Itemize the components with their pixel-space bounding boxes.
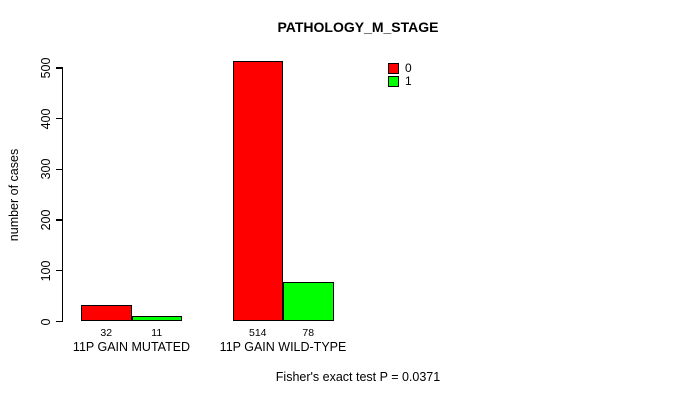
legend-item-1: 1	[388, 74, 412, 88]
y-axis-tick-label: 100	[39, 260, 53, 282]
bar-series-1-group-0	[131, 315, 182, 322]
y-axis-tick-label: 400	[39, 108, 53, 130]
y-axis-tick	[56, 67, 63, 69]
y-axis-line	[61, 67, 63, 322]
bar-value-label: 32	[100, 327, 113, 339]
y-axis-tick	[56, 270, 63, 272]
x-category-label: 11P GAIN WILD-TYPE	[219, 340, 347, 354]
y-axis-tick	[56, 320, 63, 323]
bar-value-label: 514	[248, 327, 267, 339]
bar-series-0-group-1	[232, 60, 283, 322]
x-category-label: 11P GAIN MUTATED	[72, 340, 191, 354]
bar-value-label: 78	[302, 327, 315, 339]
bar-series-1-group-1	[283, 281, 334, 322]
legend-swatch-icon	[388, 76, 399, 87]
y-axis-tick-label: 200	[39, 209, 53, 231]
y-axis-tick	[56, 117, 63, 120]
legend-swatch-icon	[388, 63, 399, 74]
legend-label: 1	[405, 74, 412, 88]
y-axis-tick	[56, 168, 63, 171]
legend-item-0: 0	[388, 61, 412, 75]
y-axis-tick-label: 300	[39, 158, 53, 180]
y-axis-tick	[56, 219, 63, 221]
y-axis-tick-label: 500	[39, 57, 53, 79]
p-value-annotation: Fisher's exact test P = 0.0371	[275, 370, 441, 384]
legend-label: 0	[405, 61, 412, 75]
bar-value-label: 11	[151, 327, 163, 339]
chart-title: PATHOLOGY_M_STAGE	[277, 19, 439, 35]
y-axis-title: number of cases	[7, 148, 21, 242]
bar-series-0-group-0	[81, 305, 132, 322]
y-axis-tick-label: 0	[39, 318, 53, 325]
